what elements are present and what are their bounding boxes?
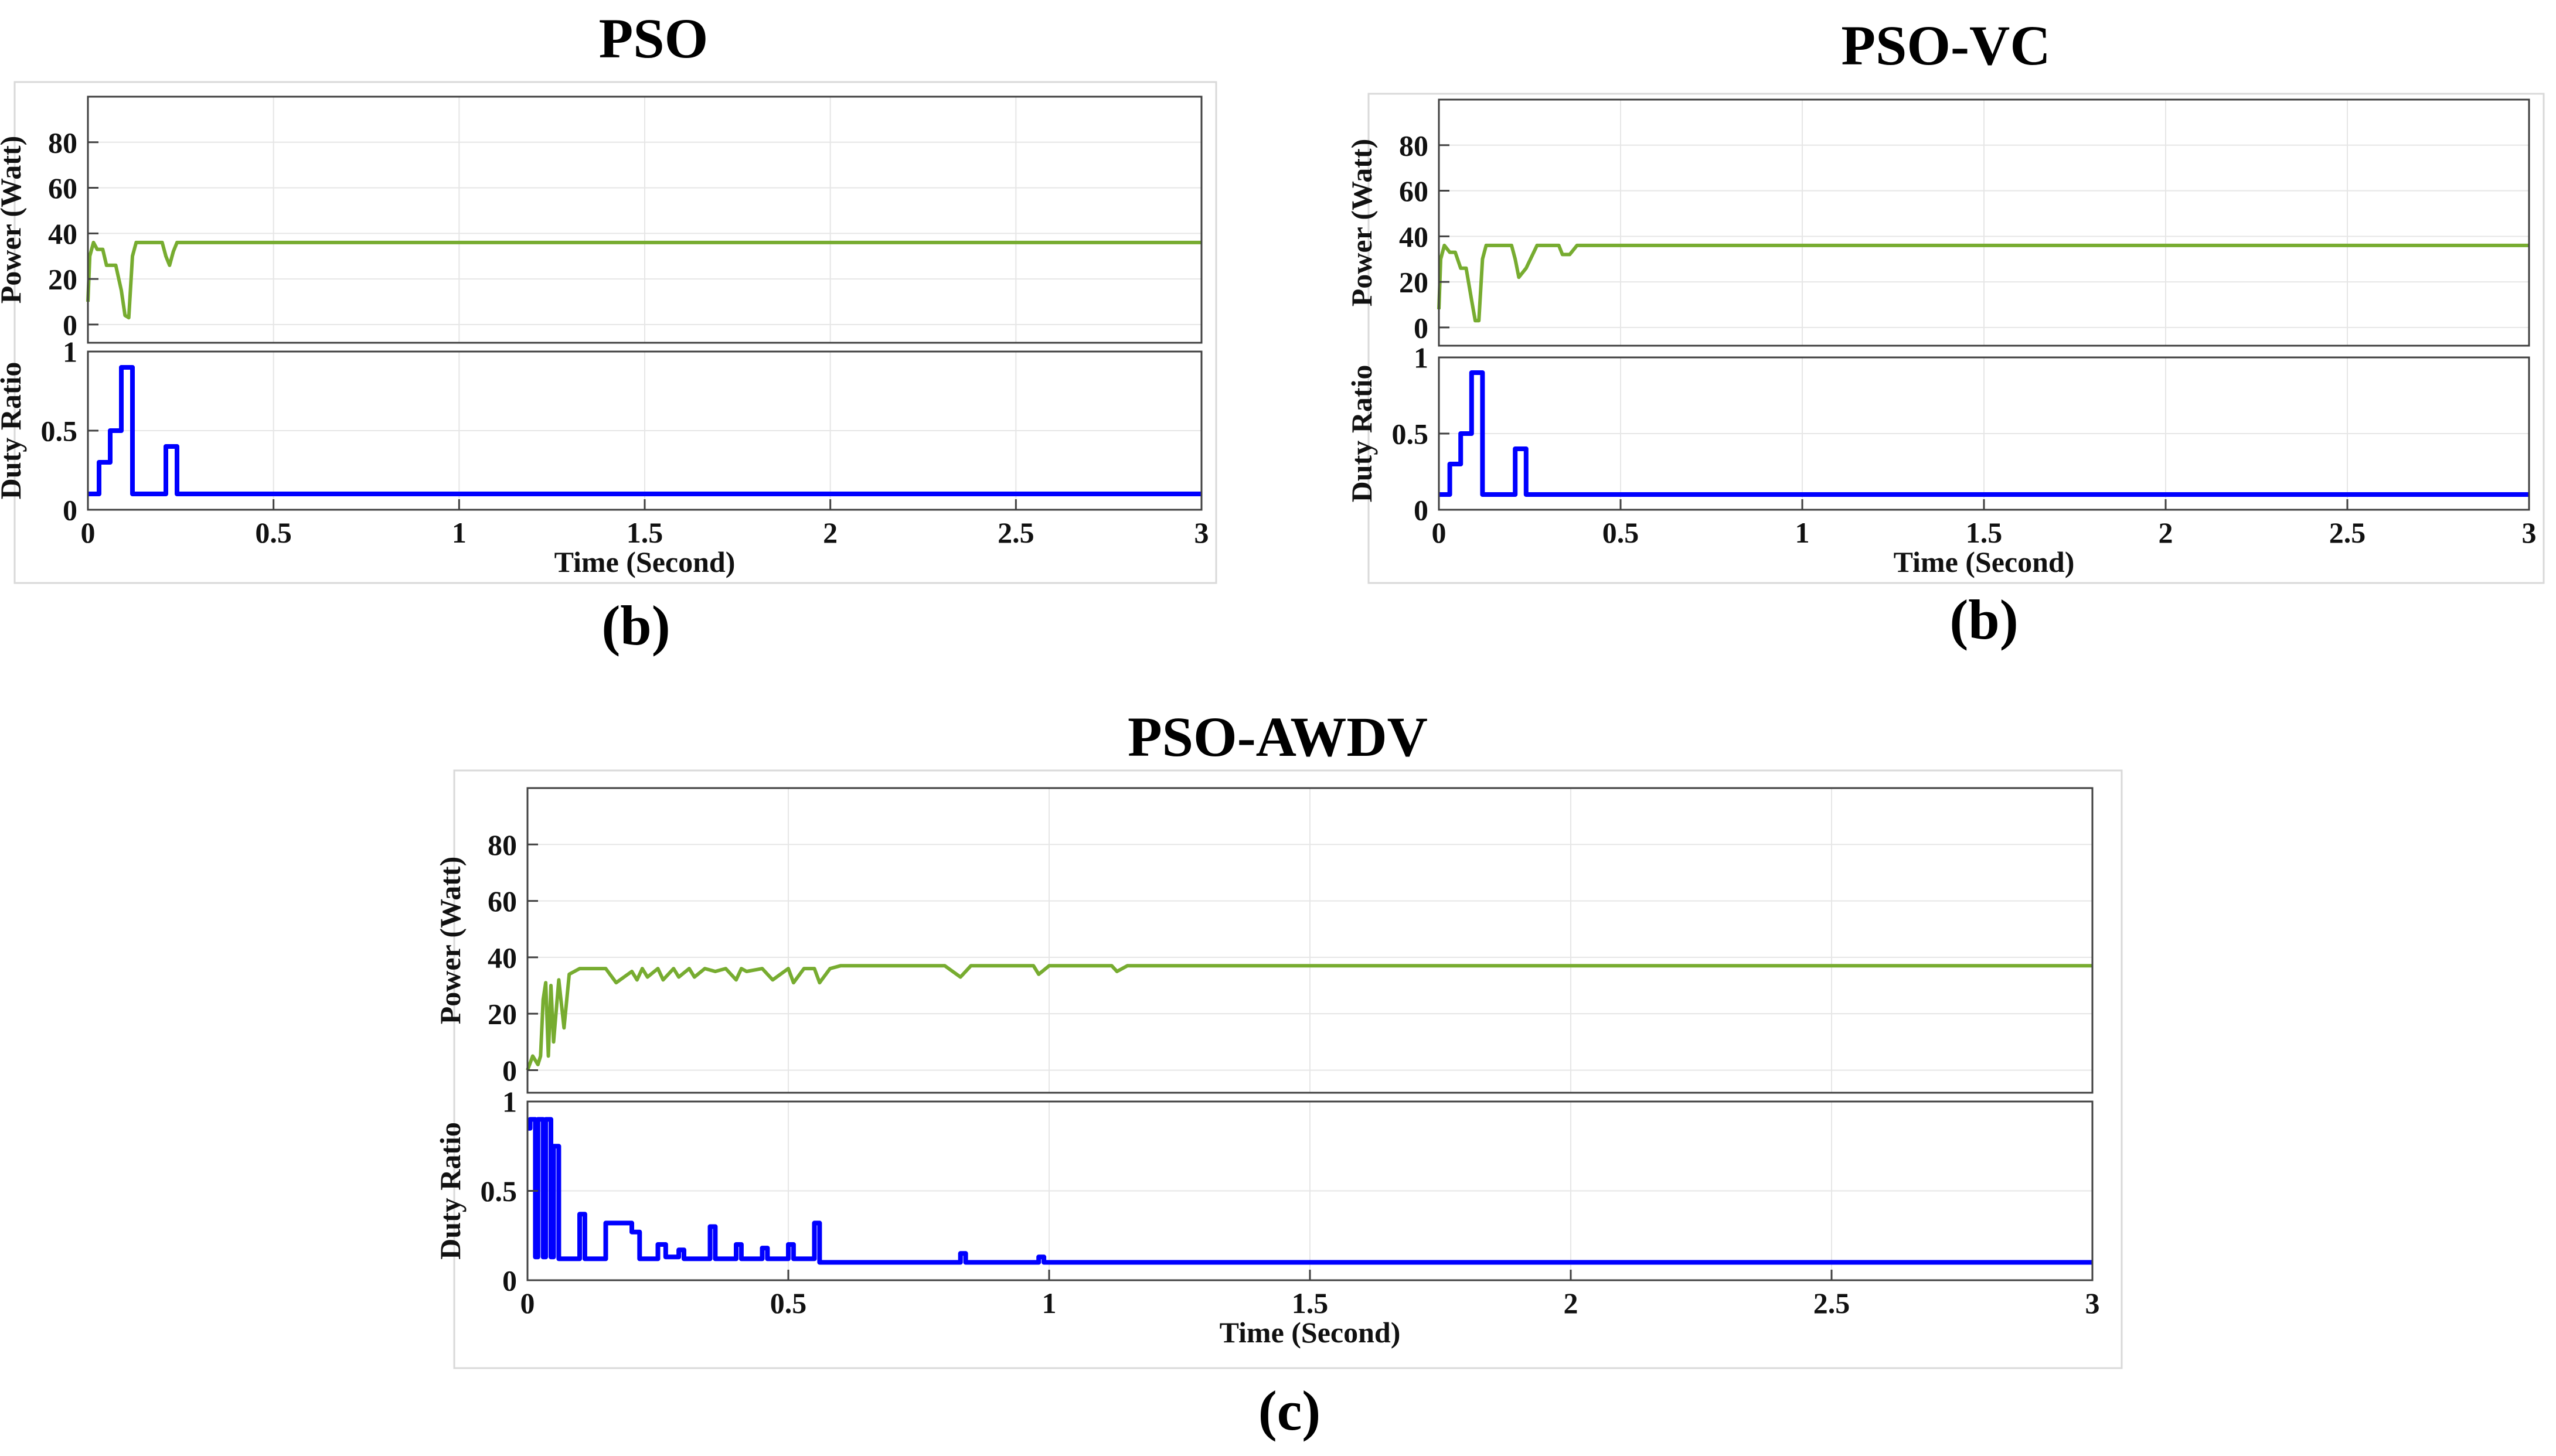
series-line-duty <box>1439 370 2529 497</box>
y-tick-label: 60 <box>488 885 517 918</box>
x-tick-label: 2 <box>823 516 838 549</box>
x-tick-label: 2 <box>1564 1287 1578 1319</box>
subplot-power: 0 20 40 60 80 Power (Watt) <box>1345 98 2530 347</box>
y-tick-label: 0 <box>502 1264 517 1297</box>
x-tick-label: 0.5 <box>770 1287 807 1319</box>
x-tick-label: 3 <box>1194 516 1209 549</box>
y-tick-label: 20 <box>1399 266 1428 299</box>
panel-title: PSO-AWDV <box>1128 705 1428 768</box>
y-axis-label: Power (Watt) <box>1345 139 1378 306</box>
panel-title: PSO <box>599 7 709 70</box>
axes-box <box>87 96 1203 344</box>
y-tick-label: 80 <box>48 126 77 159</box>
y-tick-label: 80 <box>1399 129 1428 162</box>
panel-caption: (b) <box>1949 588 2018 651</box>
subplot-duty: 0 0.5 1 Duty Ratio 0 0.5 1 1.5 2 2.5 3 Time (Second… <box>1345 342 2537 579</box>
panel-title: PSO-VC <box>1841 14 2050 77</box>
x-tick-label: 1 <box>1042 1287 1057 1319</box>
x-tick-label: 0 <box>1432 516 1447 549</box>
axes-box <box>1438 98 2530 347</box>
y-tick-label: 40 <box>1399 220 1428 253</box>
y-axis-label: Duty Ratio <box>1345 365 1378 503</box>
y-tick-label: 0 <box>502 1054 517 1087</box>
panel-frame <box>1367 93 2545 584</box>
x-tick-label: 1.5 <box>627 516 663 549</box>
chart-pso-awdv: 0 20 40 60 80 Power (Watt) 0 0.5 1 Duty Ratio 0 0.5… <box>434 787 2100 1349</box>
series-line-duty <box>527 1117 2092 1265</box>
x-axis-label: Time (Second) <box>1894 545 2075 578</box>
y-tick-label: 40 <box>488 941 517 974</box>
y-axis-label: Duty Ratio <box>0 362 27 500</box>
x-tick-label: 2.5 <box>998 516 1034 549</box>
y-tick-label: 20 <box>488 998 517 1031</box>
y-tick-label: 0 <box>63 494 77 527</box>
chart-pso-vc: 0 20 40 60 80 Power (Watt) 0 0.5 1 Duty Ratio 0 0.5… <box>1345 98 2537 579</box>
panel-frame <box>13 81 1217 584</box>
x-tick-label: 2.5 <box>1813 1287 1850 1319</box>
y-tick-label: 1 <box>1414 342 1428 374</box>
y-tick-label: 0.5 <box>41 415 78 448</box>
axes-box <box>526 787 2094 1094</box>
series-line-duty <box>88 365 1202 496</box>
series-line-power <box>526 964 2092 1071</box>
x-tick-label: 0 <box>520 1287 535 1319</box>
subplot-power: 0 20 40 60 80 Power (Watt) <box>0 96 1203 344</box>
x-tick-label: 1.5 <box>1966 516 2003 549</box>
y-tick-label: 1 <box>63 336 77 369</box>
x-axis-label: Time (Second) <box>1220 1316 1401 1349</box>
subplot-duty: 0 0.5 1 Duty Ratio 0 0.5 1 1.5 2 2.5 3 Time (Second… <box>434 1086 2100 1349</box>
panel-caption: (b) <box>601 594 670 657</box>
y-tick-label: 40 <box>48 217 77 250</box>
y-tick-label: 20 <box>48 263 77 296</box>
x-tick-label: 1.5 <box>1292 1287 1329 1319</box>
y-tick-label: 60 <box>48 172 77 204</box>
chart-pso: 0 20 40 60 80 Power (Watt) 0 0.5 1 Duty Ratio 0 0.5… <box>0 96 1209 579</box>
x-tick-label: 0 <box>81 516 96 549</box>
panel-caption: (c) <box>1258 1379 1321 1442</box>
x-tick-label: 2 <box>2159 516 2173 549</box>
y-tick-label: 0 <box>1414 494 1428 527</box>
y-axis-label: Duty Ratio <box>434 1122 467 1260</box>
x-tick-label: 1 <box>1795 516 1810 549</box>
x-tick-label: 0.5 <box>255 516 292 549</box>
panel-frame <box>453 769 2123 1369</box>
subplot-power: 0 20 40 60 80 Power (Watt) <box>434 787 2094 1094</box>
y-tick-label: 0 <box>1414 311 1428 344</box>
x-tick-label: 3 <box>2522 516 2537 549</box>
x-tick-label: 3 <box>2085 1287 2100 1319</box>
subplot-duty: 0 0.5 1 Duty Ratio 0 0.5 1 1.5 2 2.5 3 Time (Second… <box>0 336 1209 579</box>
series-line-power <box>86 240 1202 320</box>
y-tick-label: 0 <box>63 308 77 341</box>
x-tick-label: 2.5 <box>2329 516 2366 549</box>
x-axis-label: Time (Second) <box>554 545 736 578</box>
y-tick-label: 0.5 <box>1392 418 1429 451</box>
y-tick-label: 80 <box>488 828 517 861</box>
y-tick-label: 60 <box>1399 175 1428 207</box>
series-line-power <box>1437 243 2529 323</box>
x-tick-label: 1 <box>452 516 467 549</box>
y-tick-label: 0.5 <box>481 1175 518 1208</box>
y-tick-label: 1 <box>502 1086 517 1119</box>
y-axis-label: Power (Watt) <box>0 136 27 304</box>
y-axis-label: Power (Watt) <box>434 857 467 1024</box>
x-tick-label: 0.5 <box>1602 516 1639 549</box>
